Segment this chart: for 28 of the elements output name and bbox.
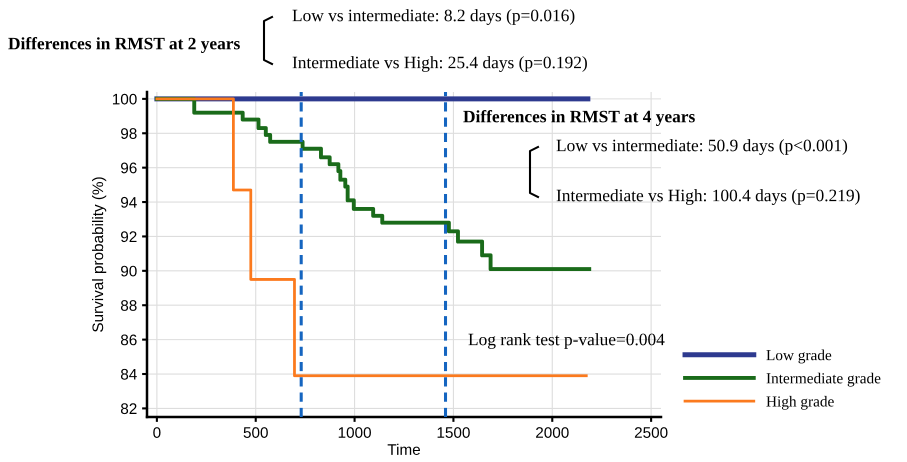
legend-label: Intermediate grade <box>766 372 880 387</box>
y-tick-label: 88 <box>120 300 137 311</box>
x-tick-label: 500 <box>244 427 268 438</box>
y-tick-label: 96 <box>121 162 137 174</box>
x-tick-label: 1000 <box>338 427 371 438</box>
y-tick-label: 98 <box>121 128 137 139</box>
y-tick-label: 84 <box>120 368 137 380</box>
x-axis-title: Time <box>388 444 420 455</box>
y-tick-label: 100 <box>112 94 137 105</box>
text: Differences in RMST at 2 years <box>8 37 240 53</box>
x-tick-label: 1500 <box>438 427 470 438</box>
x-tick-label: 0 <box>153 427 161 438</box>
annotation: Log rank test p-value=0.004 <box>468 333 665 349</box>
y-tick-label: 82 <box>120 403 137 414</box>
text: Low vs intermediate: 8.2 days (p=0.016) <box>292 9 574 25</box>
y-axis-title: Survival probability (%) <box>92 177 106 332</box>
y-tick-label: 92 <box>121 231 137 242</box>
annotation: Differences in RMST at 4 years <box>463 110 695 126</box>
annotation: Intermediate vs High: 100.4 days (p=0.219) <box>556 189 860 205</box>
legend-label: High grade <box>766 396 834 410</box>
legend-label: Low grade <box>766 350 832 364</box>
text: Intermediate vs High: 25.4 days (p=0.192) <box>292 56 587 72</box>
y-tick-label: 90 <box>121 266 137 277</box>
x-tick-label: 2000 <box>536 427 569 438</box>
y-tick-label: 94 <box>121 196 137 208</box>
annotation: Low vs intermediate: 50.9 days (p<0.001) <box>556 139 848 155</box>
x-tick-label: 2500 <box>634 427 668 438</box>
y-tick-label: 86 <box>120 334 137 346</box>
